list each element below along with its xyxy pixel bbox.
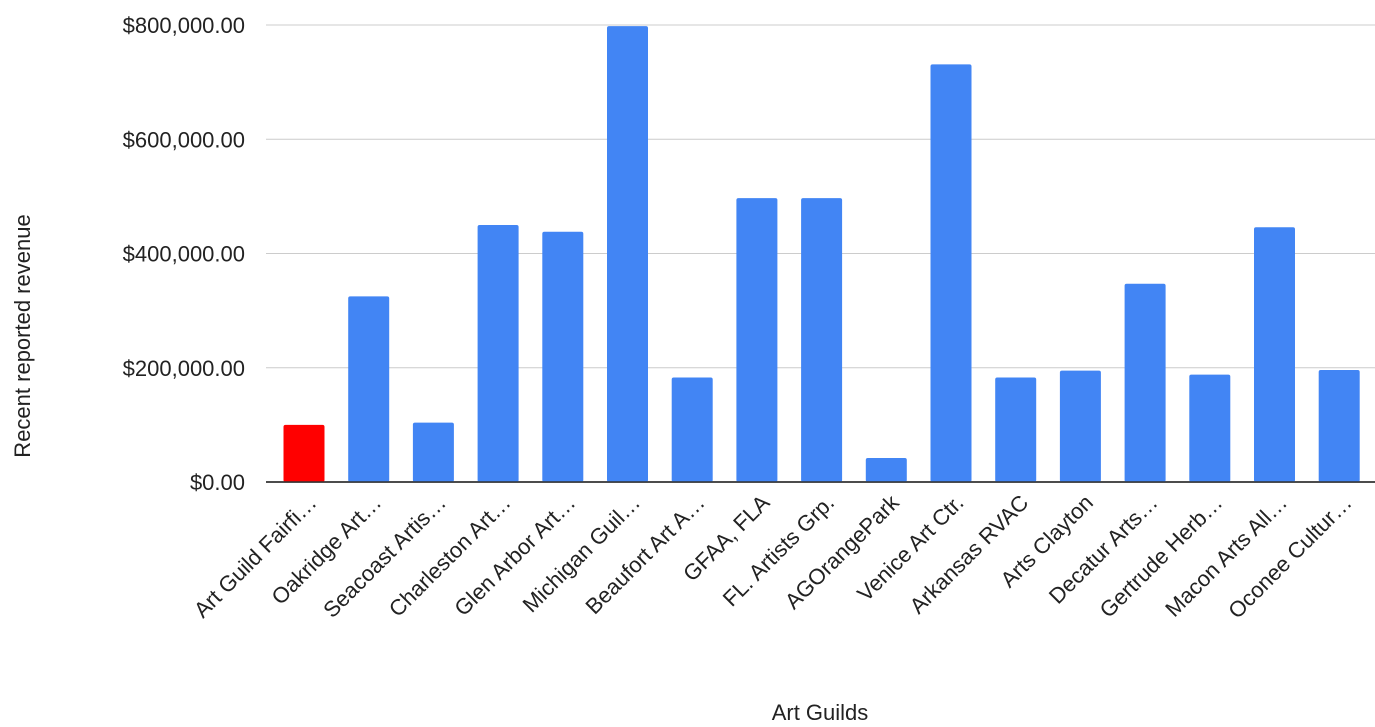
- bar: [1319, 370, 1360, 482]
- x-tick-label: Oconee Cultur…: [1223, 490, 1357, 624]
- y-tick-label: $200,000.00: [123, 356, 245, 381]
- x-tick-label: AGOrangePark: [780, 489, 905, 614]
- y-tick-label: $600,000.00: [123, 127, 245, 152]
- x-tick-label: Beaufort Art A…: [581, 490, 710, 619]
- bar: [1060, 371, 1101, 482]
- bar: [1125, 284, 1166, 482]
- bar: [1189, 375, 1230, 482]
- bar: [736, 198, 777, 482]
- y-tick-label: $400,000.00: [123, 242, 245, 267]
- bar: [413, 423, 454, 482]
- bar: [607, 26, 648, 482]
- bar: [931, 64, 972, 482]
- x-axis-ticks: Art Guild Fairfi…Oakridge Art…Seacoast A…: [189, 489, 1357, 623]
- x-tick-label: Arkansas RVAC: [905, 490, 1034, 619]
- bar: [542, 232, 583, 482]
- bar: [478, 225, 519, 482]
- bar: [284, 425, 325, 482]
- x-axis-title: Art Guilds: [772, 700, 869, 725]
- x-tick-label: Oakridge Art…: [267, 490, 387, 610]
- x-tick-label: Michigan Guil…: [518, 490, 645, 617]
- bar: [801, 198, 842, 482]
- bar: [348, 296, 389, 482]
- y-tick-label: $0.00: [190, 470, 245, 495]
- bar: [866, 458, 907, 482]
- bar: [995, 377, 1036, 482]
- y-tick-label: $800,000.00: [123, 13, 245, 38]
- bar: [1254, 227, 1295, 482]
- x-tick-label: FL. Artists Grp.: [718, 490, 839, 611]
- y-axis-ticks: $0.00 $200,000.00 $400,000.00 $600,000.00 $8…: [123, 13, 245, 495]
- bars: [266, 26, 1375, 482]
- y-axis-title: Recent reported revenue: [10, 214, 35, 457]
- bar: [672, 377, 713, 482]
